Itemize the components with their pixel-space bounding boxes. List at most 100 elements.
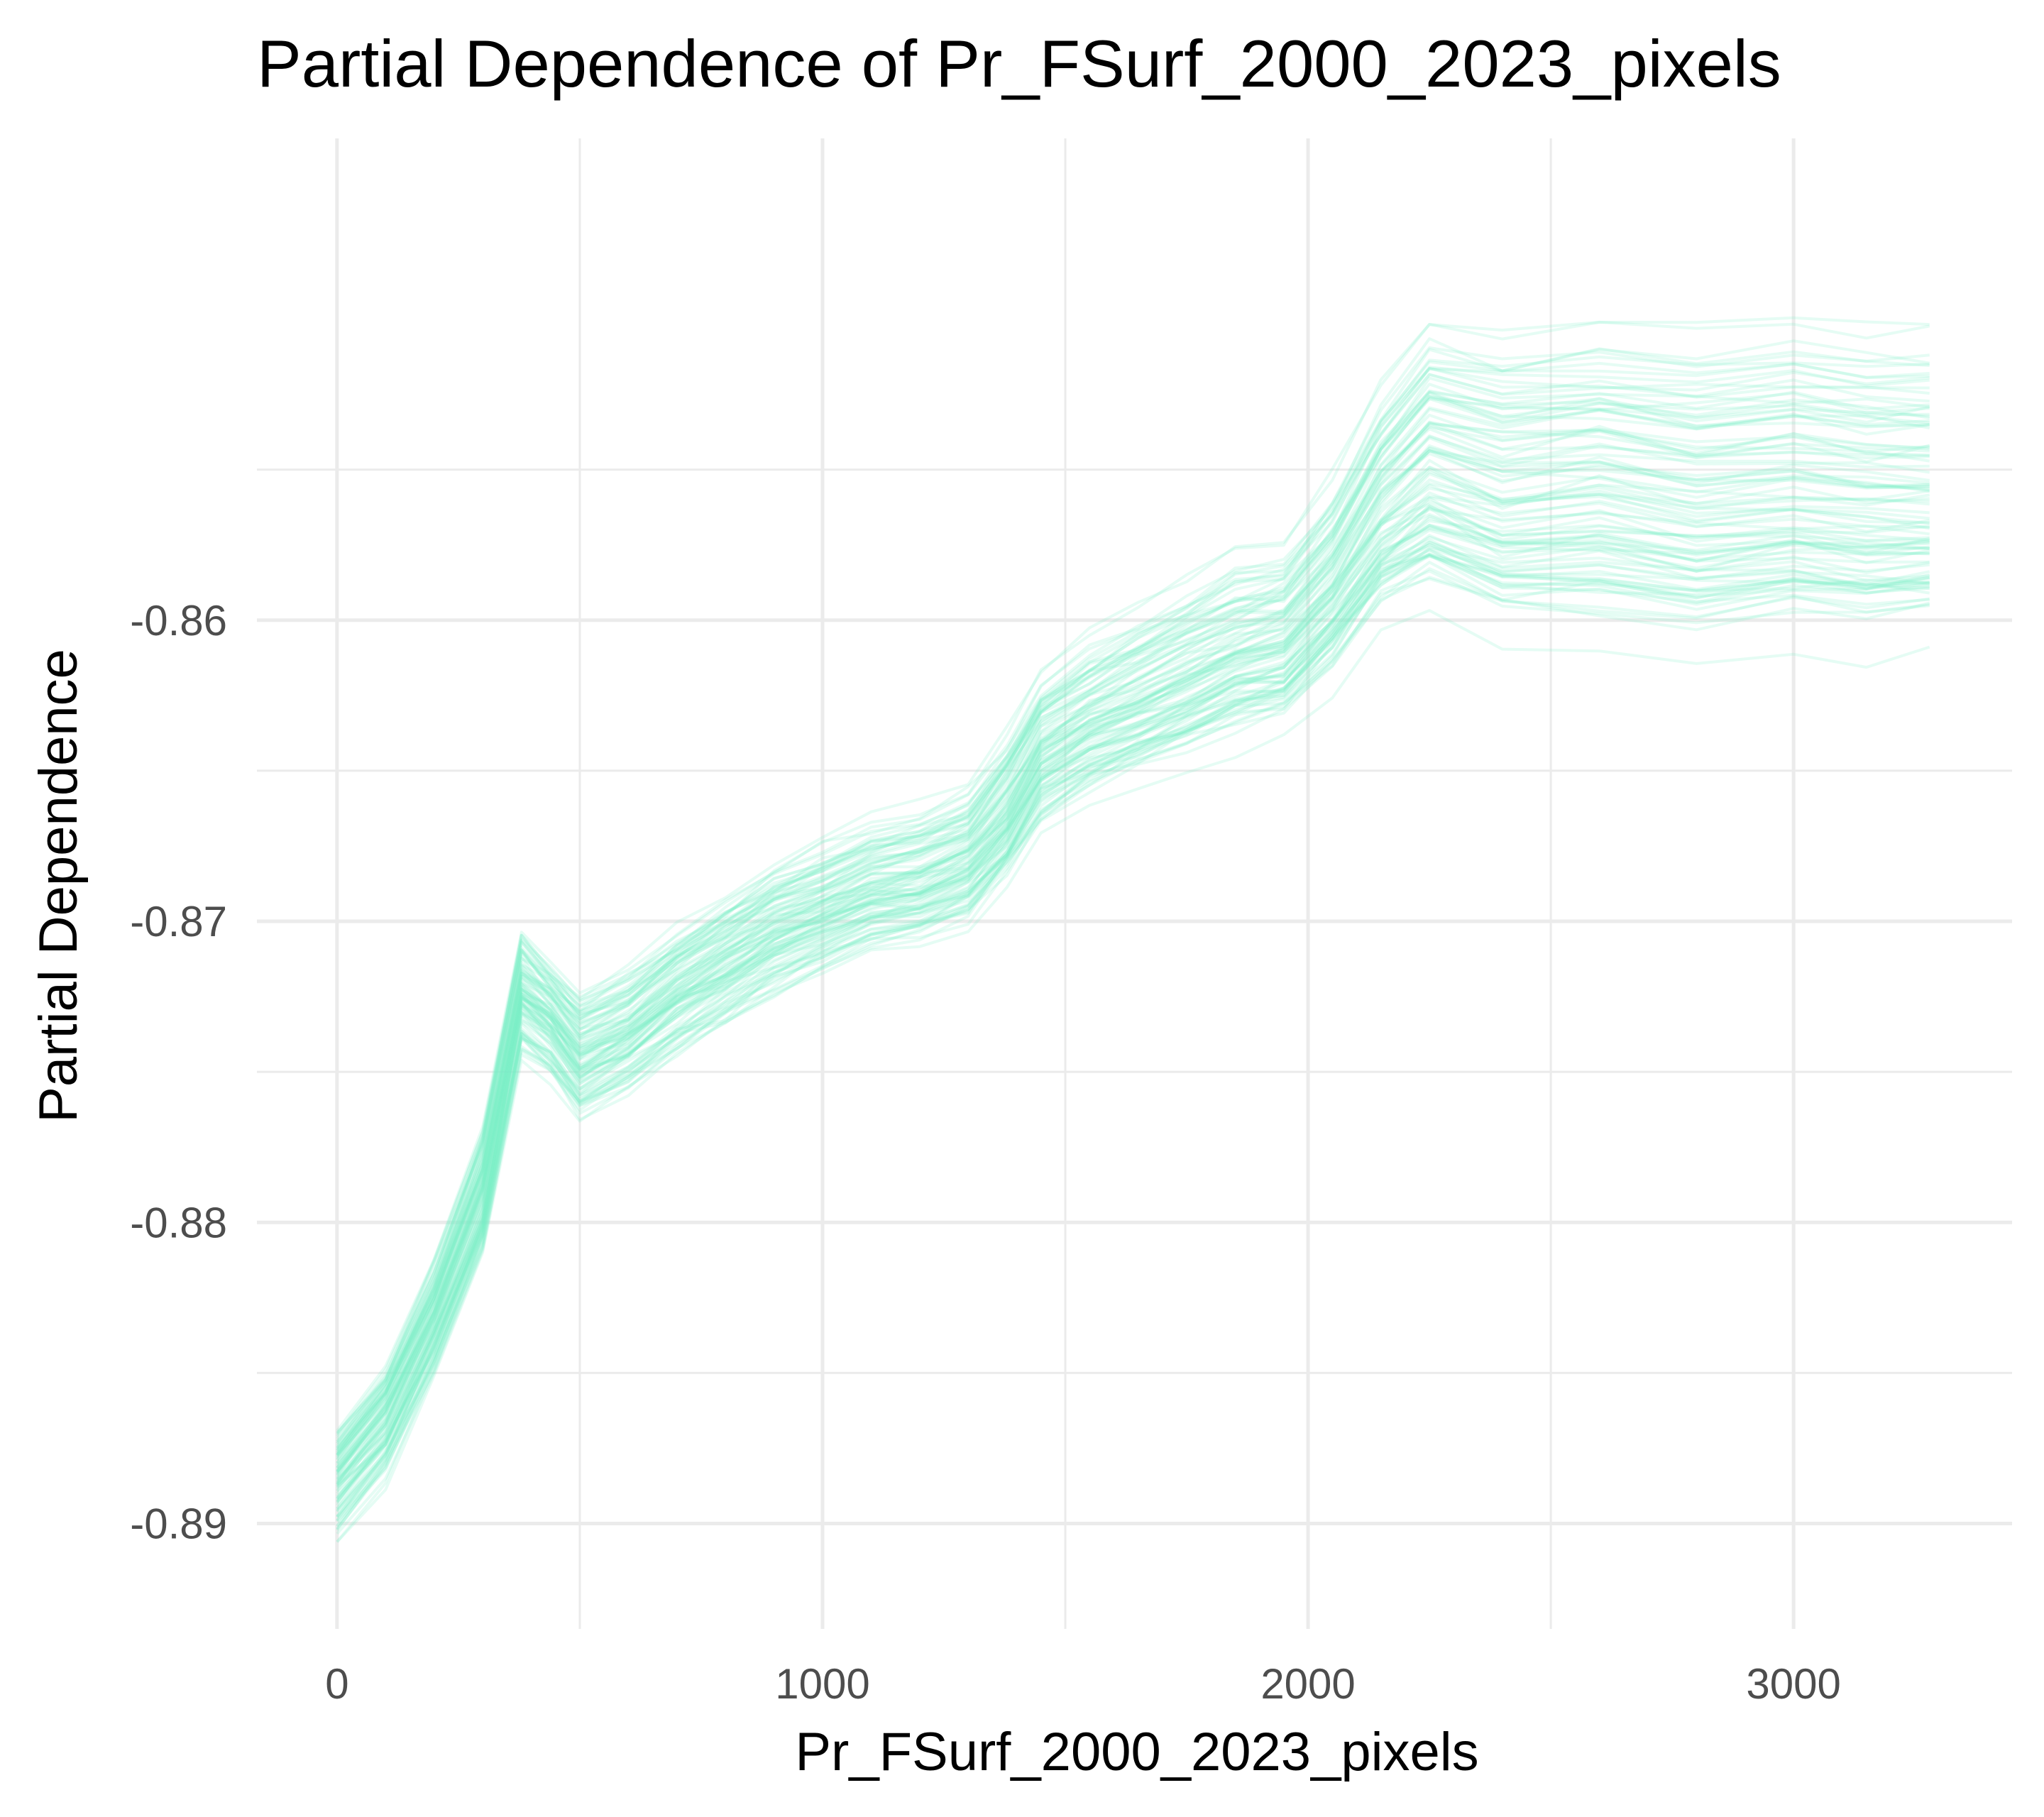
ice-curve-51 — [336, 395, 1930, 1443]
ice-curve-85 — [336, 466, 1930, 1456]
ice-curve-61 — [336, 406, 1930, 1459]
ice-curve-57 — [336, 554, 1930, 1522]
ice-curve-90 — [336, 466, 1930, 1501]
ice-curve-14 — [336, 391, 1930, 1451]
ice-curve-21 — [336, 346, 1930, 1449]
ice-curve-41 — [336, 361, 1930, 1449]
grid-layer — [257, 138, 2012, 1629]
chart-title: Partial Dependence of Pr_FSurf_2000_2023… — [257, 26, 1781, 101]
ice-curve-68 — [336, 495, 1930, 1499]
ice-curve-81 — [336, 407, 1930, 1456]
ice-curve-38 — [336, 534, 1930, 1500]
ice-curve-54 — [336, 446, 1930, 1459]
ice-curve-87 — [336, 554, 1930, 1510]
ice-curve-67 — [336, 552, 1930, 1527]
ice-curve-89 — [336, 397, 1930, 1443]
ice-curve-34 — [336, 389, 1930, 1465]
ice-curve-48 — [336, 478, 1930, 1473]
ice-curve-78 — [336, 545, 1930, 1504]
ice-curve-73 — [336, 519, 1930, 1498]
ice-curve-39 — [336, 472, 1930, 1464]
ice-curve-50 — [336, 541, 1930, 1471]
ice-curve-71 — [336, 360, 1930, 1432]
y-axis-title: Partial Dependence — [28, 649, 89, 1123]
ice-curve-3 — [336, 500, 1930, 1490]
x-axis-title: Pr_FSurf_2000_2023_pixels — [795, 1722, 1478, 1782]
ice-curve-49 — [336, 424, 1930, 1469]
ice-curve-66 — [336, 392, 1930, 1435]
ice-curve-97 — [336, 561, 1930, 1517]
ice-curve-55 — [336, 496, 1930, 1487]
ice-curve-93 — [336, 505, 1930, 1485]
x-tick-label-2: 2000 — [1260, 1660, 1355, 1708]
ice-curve-29 — [336, 420, 1930, 1476]
ice-curve-79 — [336, 449, 1930, 1464]
ice-curve-84 — [336, 390, 1930, 1457]
ice-curve-33 — [336, 547, 1930, 1480]
ice-curve-12 — [336, 512, 1930, 1517]
ice-curve-42 — [336, 543, 1930, 1512]
ice-curve-1 — [336, 435, 1930, 1444]
ice-curve-16 — [336, 366, 1930, 1438]
y-tick-label-3: -0.86 — [130, 597, 227, 644]
ice-curve-37 — [336, 577, 1930, 1527]
ice-curve-27 — [336, 553, 1930, 1543]
ice-curve-60 — [336, 424, 1930, 1466]
ice-curve-17 — [336, 553, 1930, 1535]
ice-curve-86 — [336, 316, 1930, 1447]
ice-curve-31 — [336, 395, 1930, 1454]
ice-curve-96 — [336, 367, 1930, 1456]
ice-curve-94 — [336, 395, 1930, 1457]
ice-curve-59 — [336, 373, 1930, 1455]
ice-curve-76 — [336, 320, 1930, 1436]
ice-curve-25 — [336, 459, 1930, 1484]
x-tick-label-0: 0 — [325, 1660, 348, 1708]
ice-curve-18 — [336, 567, 1930, 1510]
ice-curve-13 — [336, 540, 1930, 1503]
ice-curve-10 — [336, 446, 1930, 1452]
ice-curve-4 — [336, 422, 1930, 1444]
ice-curve-75 — [336, 506, 1930, 1473]
ice-curve-88 — [336, 524, 1930, 1495]
ice-curve-23 — [336, 516, 1930, 1481]
ice-curve-15 — [336, 515, 1930, 1492]
ice-curve-46 — [336, 355, 1930, 1456]
ice-curve-98 — [336, 486, 1930, 1503]
ice-curve-7 — [336, 526, 1930, 1519]
ice-curve-58 — [336, 535, 1930, 1481]
ice-curve-43 — [336, 489, 1930, 1486]
ice-curve-36 — [336, 422, 1930, 1440]
ice-curve-8 — [336, 548, 1930, 1503]
ice-curve-40 — [336, 434, 1930, 1461]
y-tick-label-1: -0.88 — [130, 1199, 227, 1246]
ice-curve-83 — [336, 524, 1930, 1486]
ice-curve-64 — [336, 444, 1930, 1473]
ice-curve-0 — [336, 470, 1930, 1483]
ice-curve-62 — [336, 553, 1930, 1522]
ice-curve-91 — [336, 376, 1930, 1434]
ice-curve-77 — [336, 554, 1930, 1530]
y-tick-label-0: -0.89 — [130, 1500, 227, 1548]
ice-curve-22 — [336, 569, 1930, 1513]
ice-curve-92 — [336, 609, 1930, 1513]
ice-curves — [336, 316, 1930, 1543]
ice-curve-74 — [336, 366, 1930, 1454]
ice-curve-5 — [336, 452, 1930, 1478]
ice-curve-45 — [336, 482, 1930, 1486]
ice-curve-53 — [336, 508, 1930, 1472]
ice-curve-20 — [336, 506, 1930, 1488]
ice-curve-52 — [336, 543, 1930, 1532]
ice-curve-32 — [336, 523, 1930, 1522]
ice-curve-9 — [336, 421, 1930, 1473]
ice-curve-95 — [336, 437, 1930, 1482]
ice-curve-30 — [336, 483, 1930, 1470]
ice-curve-44 — [336, 425, 1930, 1475]
x-tick-label-1: 1000 — [775, 1660, 869, 1708]
ice-curve-6 — [336, 390, 1930, 1452]
ice-curve-63 — [336, 527, 1930, 1493]
ice-curve-26 — [336, 337, 1930, 1434]
ice-curve-72 — [336, 576, 1930, 1530]
ice-curve-65 — [336, 504, 1930, 1469]
ice-curve-82 — [336, 538, 1930, 1507]
